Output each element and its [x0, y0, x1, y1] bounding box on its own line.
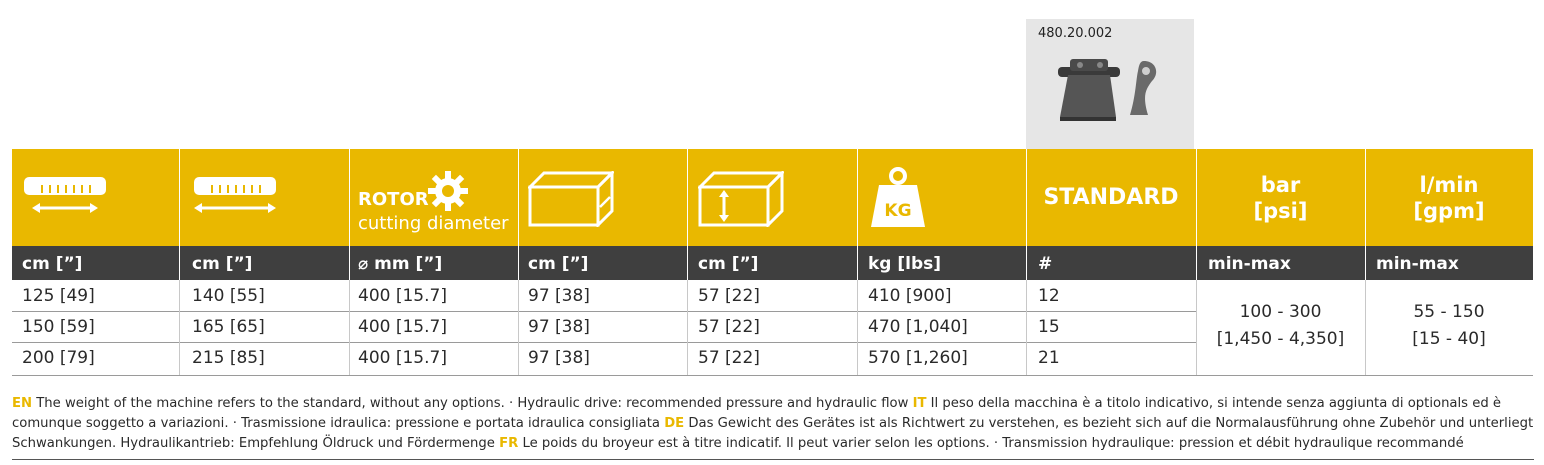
lang-tag-it: IT — [912, 396, 927, 411]
table-row-3-height: 57 [22] — [698, 348, 760, 368]
col-separator — [687, 149, 688, 280]
table-row-1-overall-width: 140 [55] — [192, 286, 265, 306]
table-row-2-weight: 470 [1,040] — [868, 317, 968, 337]
col-separator — [1026, 280, 1027, 375]
standard-header: STANDARD — [1043, 185, 1179, 210]
footer-rule — [12, 459, 1534, 460]
col-separator — [349, 149, 350, 280]
unit-rotor-diameter: ⌀ mm [”] — [358, 254, 443, 274]
rotor-subtitle: cutting diameter — [358, 213, 509, 234]
col-separator — [1196, 149, 1197, 280]
flow-range-gpm: [15 - 40] — [1412, 329, 1486, 349]
rotor-title: ROTOR — [358, 189, 429, 210]
footnote-it: Il peso della macchina è a titolo indica… — [12, 396, 1502, 431]
footnote: EN The weight of the machine refers to t… — [12, 394, 1534, 454]
flow-header-l2: [gpm] — [1413, 199, 1485, 223]
lang-tag-fr: FR — [499, 436, 519, 451]
working-width-icon — [24, 177, 106, 213]
col-separator — [857, 149, 858, 280]
table-row-2-rotor-diameter: 400 [15.7] — [358, 317, 447, 337]
height-icon — [698, 171, 784, 227]
flow-header-l1: l/min — [1419, 173, 1479, 197]
table-row-1-weight: 410 [900] — [868, 286, 952, 306]
row-divider — [12, 342, 1196, 343]
overall-width-icon — [194, 177, 276, 213]
row-divider — [12, 311, 1196, 312]
unit-overall-width: cm [”] — [192, 254, 253, 274]
table-row-2-working-width: 150 [59] — [22, 317, 95, 337]
footnote-fr: Le poids du broyeur est à titre indicati… — [518, 436, 1464, 451]
table-row-2-length: 97 [38] — [528, 317, 590, 337]
table-row-3-rotor-diameter: 400 [15.7] — [358, 348, 447, 368]
lang-tag-de: DE — [664, 416, 685, 431]
table-bottom-rule — [12, 375, 1533, 376]
unit-standard-count: # — [1038, 254, 1053, 274]
part-code: 480.20.002 — [1038, 26, 1113, 41]
footnote-en: The weight of the machine refers to the … — [32, 396, 913, 411]
col-separator — [687, 280, 688, 375]
pressure-range: 100 - 300 — [1239, 302, 1322, 322]
col-separator — [1365, 149, 1366, 280]
table-row-3-overall-width: 215 [85] — [192, 348, 265, 368]
length-icon — [528, 171, 614, 227]
unit-weight: kg [lbs] — [868, 254, 942, 274]
weight-label: KG — [884, 201, 912, 221]
lang-tag-en: EN — [12, 396, 33, 411]
flow-range: 55 - 150 — [1413, 302, 1485, 322]
header-row — [12, 149, 1533, 246]
gear-icon — [428, 171, 468, 211]
table-row-2-overall-width: 165 [65] — [192, 317, 265, 337]
part-preview: 480.20.002 — [1026, 19, 1194, 149]
col-separator — [857, 280, 858, 375]
pressure-header-l1: bar — [1260, 173, 1301, 197]
table-row-3-weight: 570 [1,260] — [868, 348, 968, 368]
table-row-1-length: 97 [38] — [528, 286, 590, 306]
footnote-de: Das Gewicht des Gerätes ist als Richtwer… — [12, 416, 1534, 451]
table-row-1-rotor-diameter: 400 [15.7] — [358, 286, 447, 306]
table-row-2-standard: 15 — [1038, 317, 1060, 337]
unit-height: cm [”] — [698, 254, 759, 274]
pressure-header-l2: [psi] — [1253, 199, 1308, 223]
table-row-3-working-width: 200 [79] — [22, 348, 95, 368]
weight-icon — [871, 167, 925, 227]
table-row-3-length: 97 [38] — [528, 348, 590, 368]
table-row-3-standard: 21 — [1038, 348, 1060, 368]
col-separator — [179, 280, 180, 375]
col-separator — [179, 149, 180, 280]
table-row-2-height: 57 [22] — [698, 317, 760, 337]
col-separator — [1365, 280, 1366, 375]
col-separator — [1196, 280, 1197, 375]
unit-length: cm [”] — [528, 254, 589, 274]
col-separator — [1026, 149, 1027, 280]
flail-hammer-icon — [1058, 59, 1157, 121]
pressure-range-psi: [1,450 - 4,350] — [1216, 329, 1345, 349]
table-row-1-working-width: 125 [49] — [22, 286, 95, 306]
col-separator — [349, 280, 350, 375]
col-separator — [518, 149, 519, 280]
units-row — [12, 246, 1533, 280]
unit-working-width: cm [”] — [22, 254, 83, 274]
table-row-1-standard: 12 — [1038, 286, 1060, 306]
col-separator — [518, 280, 519, 375]
table-row-1-height: 57 [22] — [698, 286, 760, 306]
unit-flow: min-max — [1376, 254, 1459, 274]
unit-pressure: min-max — [1208, 254, 1291, 274]
